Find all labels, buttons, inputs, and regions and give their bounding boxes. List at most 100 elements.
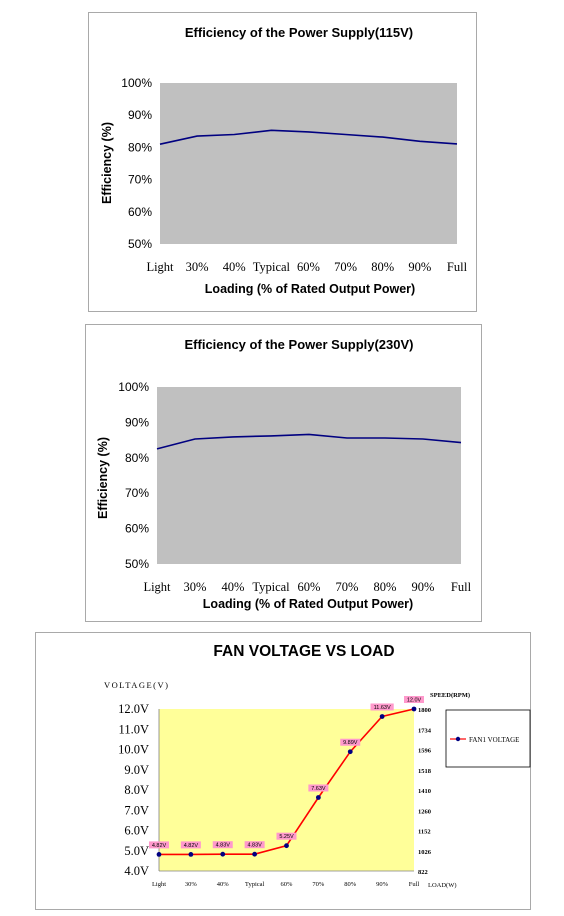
data-point — [411, 706, 417, 712]
x-tick-label: 80% — [374, 580, 397, 594]
x-tick-label: Full — [409, 881, 420, 888]
y-tick-label: 12.0V — [118, 702, 149, 716]
x-tick-label: 90% — [408, 260, 431, 274]
data-label-bg — [149, 841, 169, 849]
data-label-bg — [276, 832, 297, 840]
x-tick-label: 60% — [298, 580, 321, 594]
data-label: 4.82V — [184, 843, 199, 849]
data-label: 9.89V — [343, 740, 358, 746]
y-tick-label: 90% — [125, 415, 149, 429]
x-tick-label: 60% — [297, 260, 320, 274]
legend-label: FAN1 VOLTAGE — [469, 736, 519, 744]
x-tick-label: 70% — [334, 260, 357, 274]
chart-title: Efficiency of the Power Supply(230V) — [185, 337, 414, 352]
plot-area — [160, 83, 457, 244]
x-tick-label: 40% — [222, 580, 245, 594]
y-tick-label: 90% — [128, 108, 152, 122]
x-tick-label: 30% — [186, 260, 209, 274]
data-label: 7.63V — [311, 786, 326, 792]
efficiency-230v-chart: Efficiency of the Power Supply(230V) 100… — [96, 337, 472, 611]
efficiency-115v-chart: Efficiency of the Power Supply(115V) 100… — [100, 25, 468, 296]
y2-tick-label: 822 — [418, 869, 428, 876]
x-tick-label: 40% — [223, 260, 246, 274]
y-tick-label: 60% — [128, 205, 152, 219]
y-tick-label: 100% — [118, 380, 149, 394]
x-tick-label: 80% — [371, 260, 394, 274]
data-label-bg — [212, 841, 233, 849]
data-point — [315, 795, 321, 800]
y-tick-label: 6.0V — [124, 824, 149, 838]
plot-area — [157, 387, 461, 564]
y2-tick-label: 1596 — [418, 748, 432, 755]
y-tick-label: 60% — [125, 522, 149, 536]
x-tick-label: Typical — [252, 580, 290, 594]
x-tick-label: 70% — [312, 881, 325, 888]
x-tick-label: Full — [447, 260, 468, 274]
fan-voltage-panel: FAN VOLTAGE VS LOAD VOLTAGE(V) SPEED(RPM… — [35, 632, 531, 910]
y-tick-label: 4.0V — [124, 864, 149, 878]
x-tick-label: Light — [146, 260, 174, 274]
x-tick-label: Typical — [253, 260, 291, 274]
y-tick-label: 100% — [121, 76, 152, 90]
y-tick-label: 11.0V — [119, 722, 149, 736]
data-point — [156, 851, 162, 857]
data-point — [252, 851, 258, 857]
data-label: 12.0V — [407, 698, 422, 704]
legend-marker — [455, 736, 461, 742]
x-tick-label: 90% — [376, 881, 389, 888]
data-point — [379, 714, 385, 719]
x-tick-label: Light — [152, 881, 166, 888]
data-label-bg — [404, 696, 424, 703]
data-label-bg — [244, 841, 265, 849]
data-label: 4.82V — [152, 843, 167, 849]
x-tick-label: 40% — [217, 881, 230, 888]
x-tick-label: 30% — [184, 580, 207, 594]
fan-voltage-chart: FAN VOLTAGE VS LOAD VOLTAGE(V) SPEED(RPM… — [104, 643, 531, 889]
data-point — [347, 749, 353, 755]
data-label-bg — [370, 703, 394, 711]
y-tick-label: 7.0V — [124, 803, 149, 817]
data-label: 11.63V — [374, 705, 391, 711]
chart-title: FAN VOLTAGE VS LOAD — [213, 643, 394, 660]
y-axis-label: VOLTAGE(V) — [104, 680, 169, 690]
y-tick-label: 50% — [125, 557, 149, 571]
y2-tick-label: 1260 — [418, 808, 431, 815]
y-tick-label: 10.0V — [118, 743, 149, 757]
y2-tick-label: 1800 — [418, 707, 431, 714]
y-tick-label: 50% — [128, 237, 152, 251]
data-label-bg — [180, 841, 201, 849]
y-tick-label: 80% — [125, 451, 149, 465]
x-tick-label: Light — [143, 580, 171, 594]
data-label-bg — [308, 784, 329, 792]
efficiency-115v-panel: Efficiency of the Power Supply(115V) 100… — [88, 12, 477, 312]
chart-title: Efficiency of the Power Supply(115V) — [185, 25, 413, 40]
y2-tick-label: 1518 — [418, 768, 432, 775]
y2-tick-label: 1410 — [418, 788, 431, 795]
data-label: 4.83V — [247, 843, 262, 849]
y-tick-label: 5.0V — [124, 844, 149, 858]
y-tick-label: 70% — [128, 173, 152, 187]
efficiency-230v-panel: Efficiency of the Power Supply(230V) 100… — [85, 324, 482, 622]
data-point — [188, 851, 194, 857]
data-point — [220, 851, 226, 857]
x-tick-label: Full — [451, 580, 472, 594]
y-axis-label: Efficiency (%) — [96, 437, 110, 519]
efficiency-series-line — [159, 129, 458, 145]
y2-tick-label: 1152 — [418, 829, 431, 836]
x-axis-label: LOAD(W) — [428, 882, 457, 889]
efficiency-series-line — [156, 433, 462, 450]
y2-tick-label: 1026 — [418, 849, 432, 856]
y2-axis-label: SPEED(RPM) — [430, 692, 470, 699]
data-point — [284, 843, 289, 849]
x-axis-label: Loading (% of Rated Output Power) — [203, 597, 413, 611]
x-tick-label: 70% — [336, 580, 359, 594]
y-tick-label: 80% — [128, 140, 152, 154]
x-tick-label: 60% — [281, 881, 294, 888]
x-tick-label: 90% — [412, 580, 435, 594]
data-label: 5.25V — [279, 834, 294, 840]
data-label-bg — [340, 738, 361, 746]
x-tick-label: Typical — [245, 881, 265, 888]
x-tick-label: 30% — [185, 881, 198, 888]
y-tick-label: 9.0V — [124, 763, 149, 777]
x-axis-label: Loading (% of Rated Output Power) — [205, 282, 415, 296]
